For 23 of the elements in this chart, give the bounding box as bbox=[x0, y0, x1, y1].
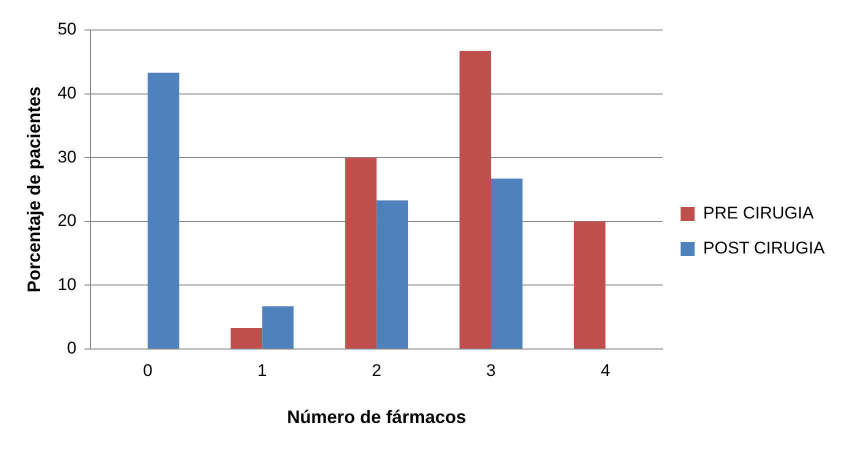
x-axis-title: Número de fármacos bbox=[287, 407, 466, 428]
bar bbox=[376, 200, 408, 348]
bar bbox=[460, 51, 492, 348]
bar bbox=[148, 72, 180, 348]
y-axis-title: Porcentaje de pacientes bbox=[24, 86, 44, 293]
bar bbox=[491, 178, 522, 348]
y-tick-label: 50 bbox=[58, 20, 77, 39]
bar bbox=[262, 306, 294, 348]
bar bbox=[345, 158, 377, 348]
y-tick-label: 0 bbox=[67, 338, 77, 358]
x-tick-label: 2 bbox=[372, 360, 382, 380]
bar bbox=[230, 328, 262, 348]
y-tick-label: 30 bbox=[58, 147, 77, 166]
y-tick-label: 10 bbox=[58, 274, 77, 294]
x-tick-label: 1 bbox=[257, 360, 267, 380]
y-tick-label: 20 bbox=[58, 211, 77, 230]
x-tick-label: 4 bbox=[600, 360, 610, 380]
x-tick-label: 3 bbox=[486, 360, 496, 380]
legend-label: POST CIRUGIA bbox=[703, 238, 826, 258]
x-tick-label: 0 bbox=[142, 360, 152, 380]
bar bbox=[574, 221, 606, 348]
legend-label: PRE CIRUGIA bbox=[703, 204, 814, 223]
y-tick-label: 40 bbox=[58, 83, 77, 102]
